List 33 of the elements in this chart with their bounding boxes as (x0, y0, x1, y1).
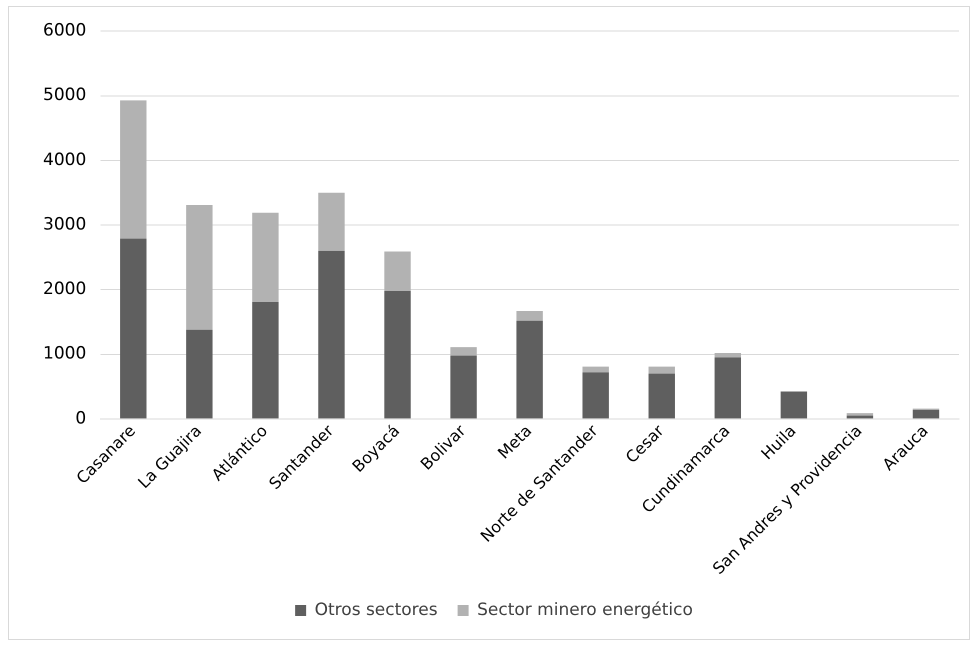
bar (120, 100, 147, 239)
y-tick-label: 2000 (43, 279, 86, 300)
y-tick-label: 1000 (43, 344, 86, 364)
legend-label: Sector minero energético (477, 600, 693, 620)
bar (714, 358, 742, 418)
bar (648, 366, 675, 374)
bar (516, 310, 543, 321)
bar (318, 192, 345, 251)
bar (186, 205, 213, 330)
bar (384, 252, 411, 291)
y-tick-label: 5000 (43, 85, 86, 106)
bar (450, 347, 477, 356)
bar (648, 374, 675, 418)
y-tick-label: 0 (75, 408, 86, 428)
bar (714, 353, 742, 358)
y-tick-label: 3000 (43, 214, 86, 234)
bar (450, 356, 477, 418)
bar (846, 413, 874, 416)
bar (846, 416, 874, 418)
bar (120, 238, 147, 418)
bar (582, 372, 609, 418)
y-tick-label: 4000 (43, 150, 86, 170)
bar (516, 320, 543, 418)
bar (780, 392, 808, 418)
bar (912, 410, 940, 418)
y-tick-label: 6000 (43, 20, 86, 41)
bar (318, 250, 345, 418)
bar (252, 212, 279, 302)
bar (252, 302, 279, 418)
bar (186, 330, 213, 418)
bar (582, 366, 609, 372)
legend-label: Otros sectores (314, 600, 438, 620)
bar (384, 290, 411, 418)
